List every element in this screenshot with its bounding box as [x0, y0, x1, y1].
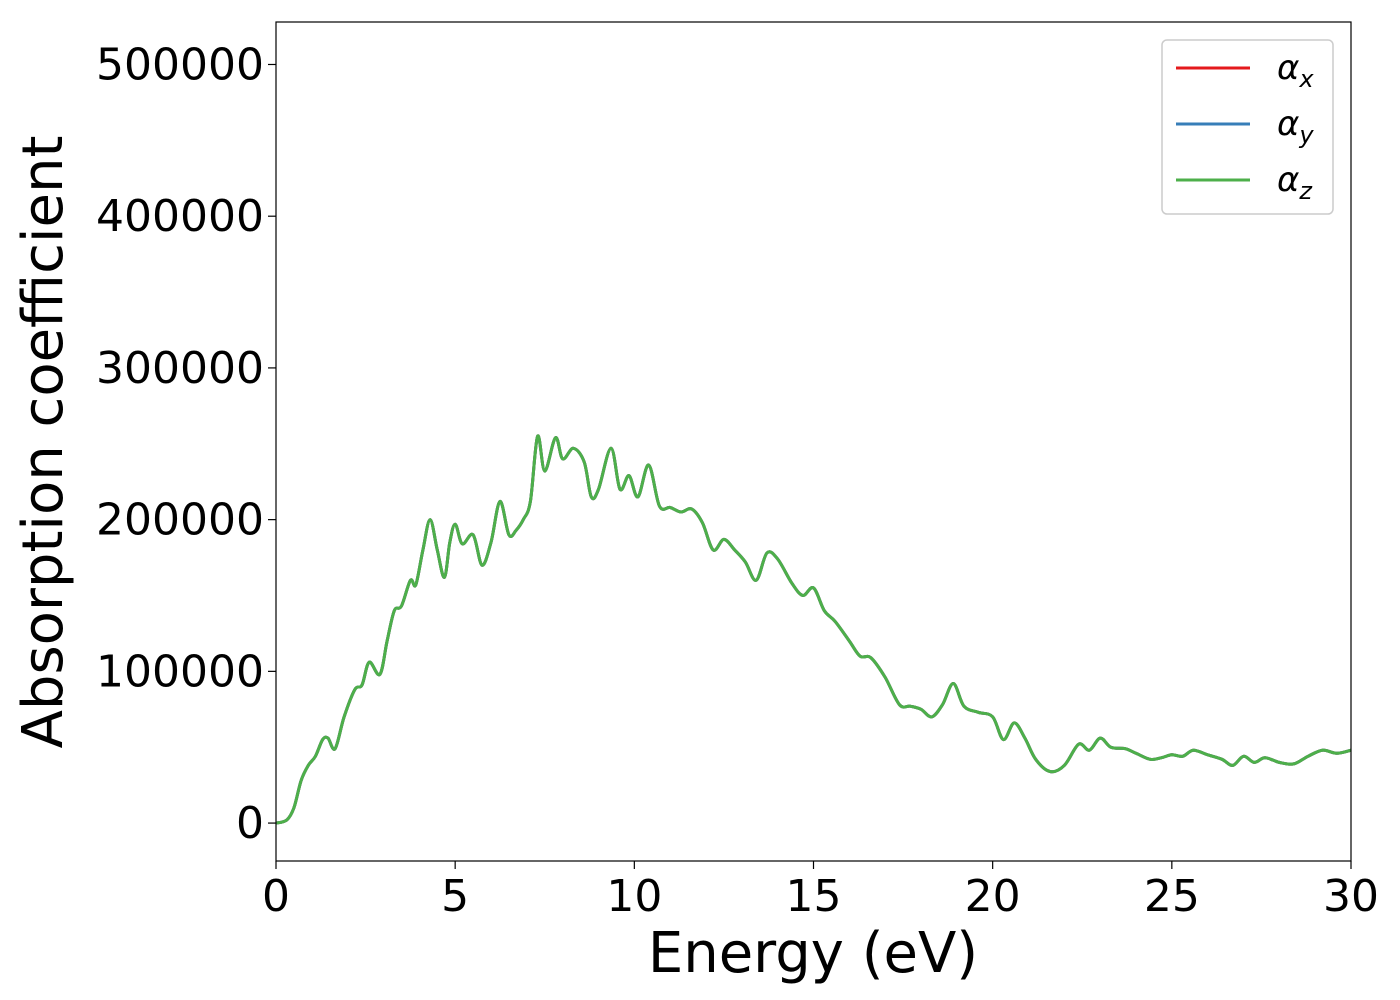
y-tick-label: 300000 [96, 343, 264, 394]
y-axis-ticks: 0 100000 200000 300000 400000 500000 [96, 39, 276, 849]
legend-label-x: αx [1277, 48, 1314, 93]
y-tick-label: 100000 [96, 646, 264, 697]
legend-label-y: αy [1277, 104, 1314, 149]
y-axis-title: Absorption coefficient [11, 136, 76, 749]
x-tick-label: 0 [262, 871, 290, 922]
series-line-y [275, 434, 1352, 825]
x-tick-label: 15 [786, 871, 842, 922]
x-axis-title: Energy (eV) [648, 921, 978, 986]
y-tick-label: 400000 [96, 191, 264, 242]
x-tick-label: 5 [441, 871, 469, 922]
legend: αx αy αz [1161, 39, 1334, 215]
x-tick-label: 10 [606, 871, 662, 922]
series-layer [275, 434, 1352, 825]
x-tick-label: 20 [965, 871, 1021, 922]
legend-items: αx αy αz [1176, 48, 1314, 205]
y-tick-label: 500000 [96, 39, 264, 90]
y-tick-label: 200000 [96, 495, 264, 546]
legend-label-z: αz [1277, 160, 1313, 205]
x-tick-label: 30 [1323, 871, 1379, 922]
x-axis-ticks: 0 5 10 15 20 25 30 [262, 861, 1379, 922]
series-line-z [275, 434, 1352, 825]
legend-frame [1161, 39, 1334, 215]
x-tick-label: 25 [1144, 871, 1200, 922]
y-tick-label: 0 [236, 798, 264, 849]
series-line-x [275, 434, 1352, 825]
